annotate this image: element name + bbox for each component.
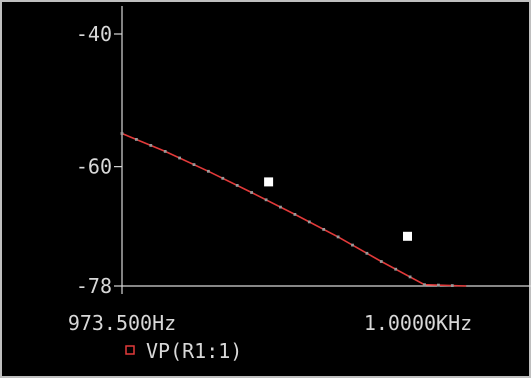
data-point [149,144,153,147]
trace-layer [120,132,467,287]
data-point [120,132,124,135]
data-point [235,184,239,187]
data-point [450,284,454,287]
legend: VP(R1:1) [125,339,242,363]
data-point [379,260,383,263]
y-tick-label: -78 [76,274,112,298]
axes [114,6,531,294]
legend-marker [125,345,135,355]
data-point [394,267,398,271]
data-point [192,163,196,166]
highlight-marker [403,231,412,241]
data-point [437,283,440,287]
data-point [250,191,253,194]
data-point [207,169,210,173]
data-point [264,198,268,202]
legend-label: VP(R1:1) [146,339,242,363]
data-point [408,275,412,279]
data-point [221,176,225,180]
y-tick-label: -60 [76,155,112,179]
y-tick-label: -40 [76,22,112,46]
labels-layer: -40 -60 -78 973.500Hz 1.0000KHz [68,22,472,335]
data-point [163,150,167,153]
marker-layer [264,177,412,241]
data-point [293,213,297,216]
highlight-marker [264,177,274,187]
data-point [423,283,426,287]
series-line [121,132,467,287]
x-tick-label: 973.500Hz [68,311,176,335]
data-point [351,243,354,247]
data-point [322,228,326,231]
data-point [307,220,311,224]
data-point [279,205,282,209]
data-point [336,235,340,239]
data-point [365,251,369,255]
x-tick-label: 1.0000KHz [364,311,472,335]
data-point [178,156,181,160]
data-point [135,138,138,141]
